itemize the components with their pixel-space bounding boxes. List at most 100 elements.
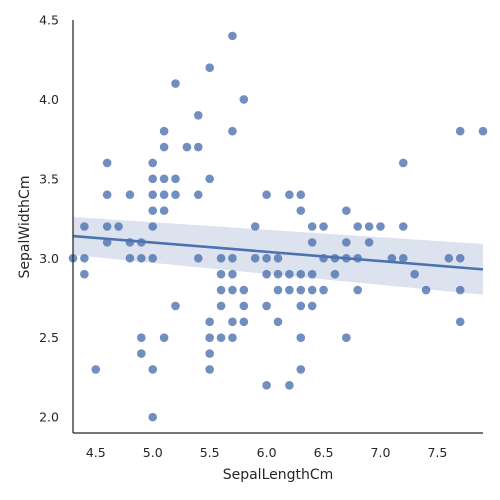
- data-point: [137, 253, 146, 263]
- data-point: [296, 285, 306, 295]
- data-point: [239, 285, 249, 295]
- data-point: [159, 142, 169, 152]
- data-point: [216, 285, 226, 295]
- data-point: [125, 253, 135, 263]
- data-point: [114, 222, 123, 231]
- data-point: [159, 190, 169, 200]
- data-point: [205, 63, 214, 72]
- data-point: [444, 253, 454, 263]
- data-point: [285, 269, 294, 279]
- data-point: [159, 206, 169, 215]
- data-point: [342, 333, 351, 342]
- data-point: [171, 301, 180, 311]
- data-point: [307, 238, 317, 247]
- data-point: [159, 333, 169, 342]
- data-point: [262, 381, 271, 390]
- data-point: [455, 253, 465, 263]
- data-point: [421, 285, 431, 295]
- data-point: [193, 190, 203, 200]
- data-point: [205, 317, 214, 327]
- data-point: [148, 253, 158, 263]
- data-point: [148, 190, 158, 200]
- y-tick-label: 2.5: [39, 330, 59, 345]
- data-point: [159, 126, 169, 136]
- data-point: [171, 79, 180, 88]
- regression-line: [72, 234, 484, 271]
- data-point: [262, 301, 271, 311]
- data-point: [228, 126, 237, 136]
- x-ticks: 4.5 5.0 5.5 6.0 6.5 7.0 7.5: [86, 445, 448, 460]
- data-point: [353, 285, 363, 295]
- data-point: [364, 222, 374, 231]
- data-point: [376, 222, 385, 231]
- data-point: [102, 158, 112, 168]
- regression-line-path: [72, 234, 484, 271]
- data-point: [239, 301, 249, 311]
- data-point: [307, 222, 317, 231]
- data-point: [296, 269, 306, 279]
- axes: [72, 20, 483, 434]
- data-point: [342, 238, 351, 247]
- data-point: [239, 95, 249, 104]
- data-point: [182, 142, 192, 152]
- data-point: [387, 253, 397, 263]
- data-point: [228, 285, 237, 295]
- data-point: [216, 253, 226, 263]
- y-tick-label: 4.0: [39, 92, 59, 107]
- data-point: [250, 222, 260, 231]
- data-point: [228, 333, 237, 342]
- data-point: [102, 190, 112, 200]
- data-point: [228, 317, 237, 327]
- data-point: [171, 174, 180, 184]
- data-point: [239, 317, 249, 327]
- data-point: [296, 365, 306, 374]
- data-point: [285, 381, 294, 390]
- data-point: [273, 253, 283, 263]
- data-point: [398, 158, 408, 168]
- data-point: [296, 206, 306, 215]
- x-tick-label: 6.5: [314, 445, 334, 460]
- data-point: [262, 269, 271, 279]
- x-tick-label: 4.5: [86, 445, 106, 460]
- y-ticks: 2.0 2.5 3.0 3.5 4.0 4.5: [39, 13, 59, 425]
- data-point: [148, 222, 158, 231]
- data-point: [455, 126, 465, 136]
- data-point: [285, 190, 294, 200]
- data-point: [148, 365, 158, 374]
- data-point: [148, 174, 158, 184]
- data-point: [205, 333, 214, 342]
- y-tick-label: 3.5: [39, 171, 59, 186]
- data-point: [319, 222, 328, 231]
- data-point: [478, 126, 488, 136]
- data-point: [193, 142, 203, 152]
- y-tick-label: 2.0: [39, 410, 59, 425]
- data-point: [148, 206, 158, 215]
- data-point: [398, 253, 408, 263]
- data-point: [296, 301, 306, 311]
- data-point: [148, 412, 158, 422]
- x-tick-label: 6.0: [257, 445, 277, 460]
- data-point: [193, 111, 203, 120]
- data-point: [296, 333, 306, 342]
- data-point: [319, 285, 328, 295]
- data-point: [216, 269, 226, 279]
- data-point: [171, 190, 180, 200]
- data-point: [228, 253, 237, 263]
- data-point: [273, 317, 283, 327]
- data-point: [80, 269, 89, 279]
- y-axis-label: SepalWidthCm: [17, 176, 33, 279]
- data-point: [455, 317, 465, 327]
- data-point: [273, 285, 283, 295]
- x-axis-label: SepalLengthCm: [223, 467, 334, 483]
- data-point: [205, 365, 214, 374]
- data-point: [137, 333, 146, 342]
- data-point: [205, 174, 214, 184]
- data-point: [455, 285, 465, 295]
- data-point: [398, 222, 408, 231]
- data-point: [307, 301, 317, 311]
- data-point: [205, 349, 214, 358]
- data-point: [159, 174, 169, 184]
- y-tick-label: 4.5: [39, 13, 59, 28]
- data-point: [193, 253, 203, 263]
